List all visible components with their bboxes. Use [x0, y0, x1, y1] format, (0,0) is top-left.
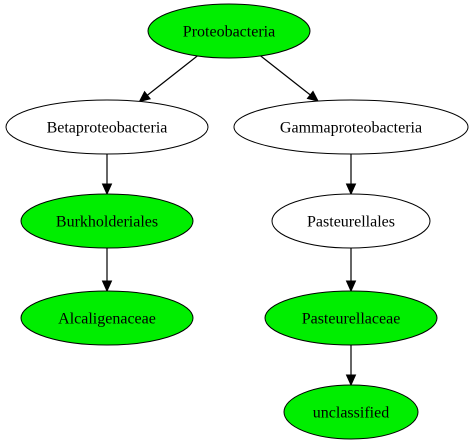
- edge-proteobacteria-to-betaproteobacteria: [138, 55, 198, 103]
- node-alcaligenaceae: Alcaligenaceae: [20, 290, 194, 346]
- arrowhead-icon: [101, 183, 113, 196]
- node-label: Burkholderiales: [56, 214, 158, 231]
- edge-gammaproteobacteria-to-pasteurellales: [345, 154, 357, 196]
- edge-proteobacteria-to-gammaproteobacteria: [260, 55, 320, 102]
- node-gammaproteobacteria: Gammaproteobacteria: [233, 99, 469, 155]
- edge-pasteurellales-to-pasteurellaceae: [345, 248, 357, 293]
- node-pasteurellaceae: Pasteurellaceae: [264, 290, 438, 346]
- node-unclassified: unclassified: [283, 384, 419, 440]
- edge-line: [260, 55, 311, 96]
- arrowhead-icon: [101, 280, 113, 293]
- edge-burkholderiales-to-alcaligenaceae: [101, 248, 113, 293]
- node-ellipse: [5, 99, 209, 155]
- node-ellipse: [283, 384, 419, 440]
- node-ellipse: [147, 3, 311, 59]
- node-label: Proteobacteria: [183, 24, 275, 41]
- node-burkholderiales: Burkholderiales: [20, 193, 194, 249]
- node-ellipse: [20, 193, 194, 249]
- edge-betaproteobacteria-to-burkholderiales: [101, 154, 113, 196]
- arrowhead-icon: [345, 280, 357, 293]
- edges-layer: [101, 55, 357, 387]
- node-label: Alcaligenaceae: [58, 311, 156, 328]
- nodes-layer: Proteobacteria Betaproteobacteria Gammapro…: [5, 3, 469, 440]
- node-ellipse: [20, 290, 194, 346]
- arrowhead-icon: [345, 374, 357, 387]
- edge-pasteurellaceae-to-unclassified: [345, 345, 357, 387]
- arrowhead-icon: [306, 90, 320, 102]
- arrowhead-icon: [345, 183, 357, 196]
- node-proteobacteria: Proteobacteria: [147, 3, 311, 59]
- node-label: Pasteurellales: [307, 214, 395, 231]
- node-ellipse: [233, 99, 469, 155]
- node-pasteurellales: Pasteurellales: [271, 193, 431, 249]
- node-ellipse: [271, 193, 431, 249]
- node-label: Pasteurellaceae: [302, 311, 401, 328]
- node-label: Betaproteobacteria: [47, 120, 168, 137]
- edge-line: [146, 55, 198, 96]
- node-ellipse: [264, 290, 438, 346]
- node-betaproteobacteria: Betaproteobacteria: [5, 99, 209, 155]
- node-label: unclassified: [313, 405, 389, 422]
- arrowhead-icon: [138, 90, 152, 103]
- node-label: Gammaproteobacteria: [280, 120, 422, 137]
